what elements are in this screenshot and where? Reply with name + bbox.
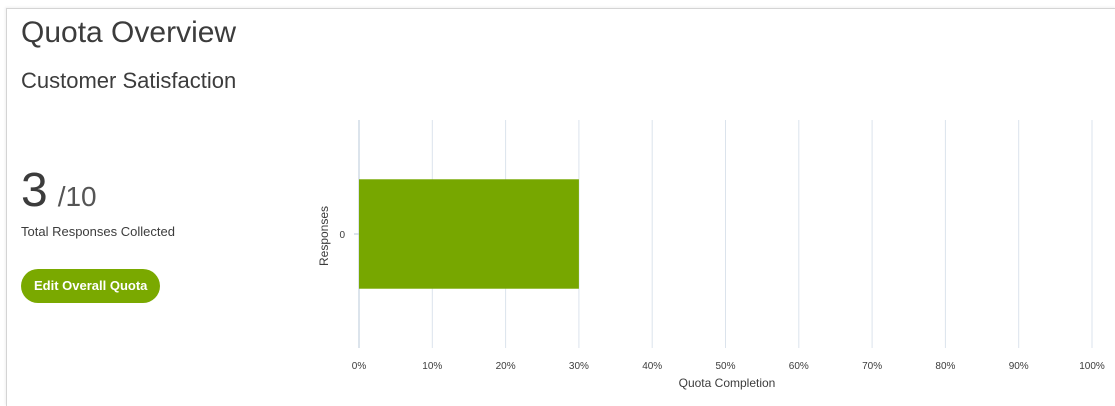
page-title: Quota Overview bbox=[21, 16, 237, 49]
responses-collected-label: Total Responses Collected bbox=[21, 224, 175, 239]
responses-count: 3/10 bbox=[21, 163, 97, 219]
responses-quota-total: /10 bbox=[57, 181, 97, 212]
survey-title: Customer Satisfaction bbox=[21, 68, 237, 93]
edit-overall-quota-button[interactable]: Edit Overall Quota bbox=[21, 269, 161, 303]
responses-collected-value: 3 bbox=[21, 164, 48, 217]
